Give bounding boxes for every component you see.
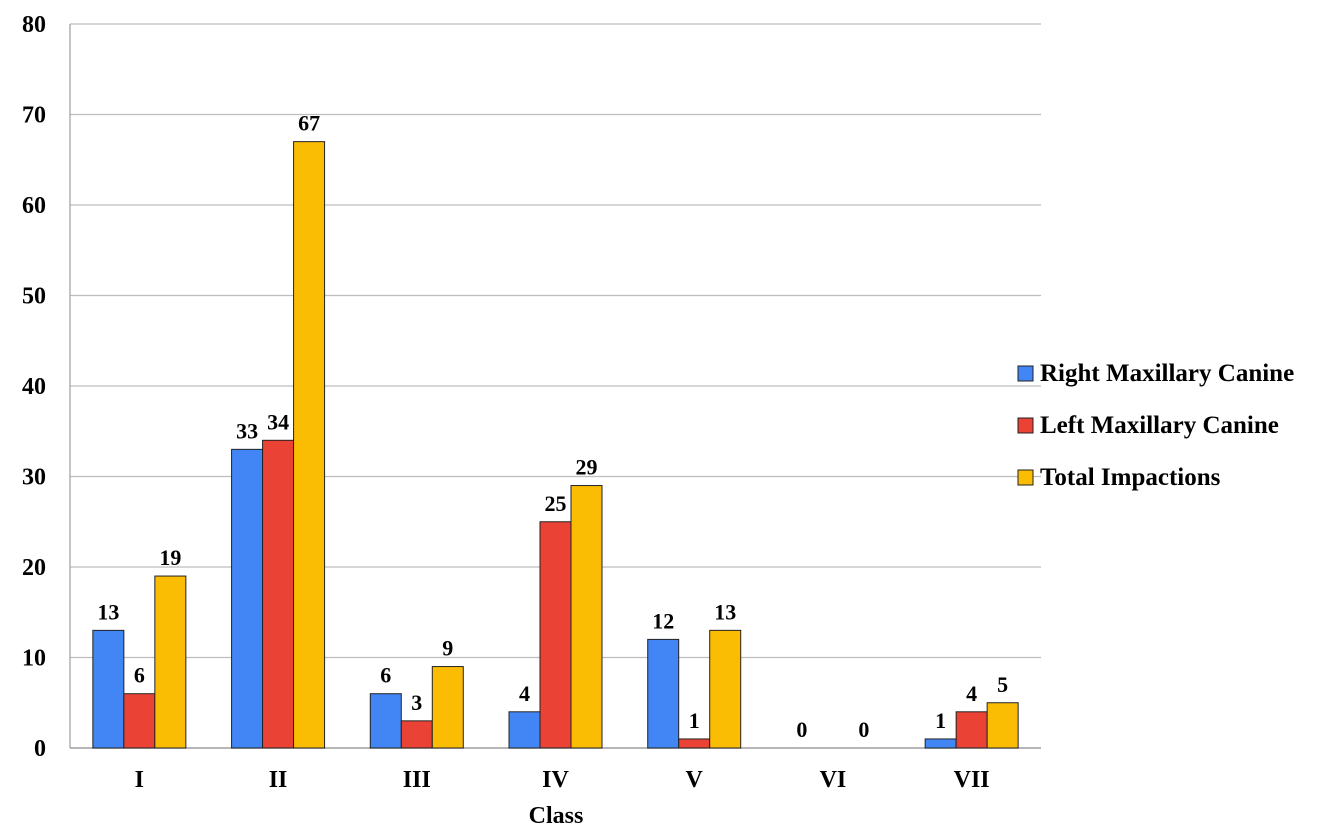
x-axis-ticks: I II III IV V VI VII	[135, 767, 990, 793]
data-label: 3	[411, 690, 422, 715]
data-label: 5	[997, 672, 1008, 697]
bar	[369, 693, 402, 749]
x-tick-label: IV	[542, 767, 569, 793]
data-label: 6	[380, 663, 391, 688]
y-tick-label: 0	[34, 736, 46, 762]
data-label: 9	[442, 636, 453, 661]
data-label: 34	[267, 409, 289, 434]
y-tick-label: 30	[22, 465, 46, 491]
bar	[955, 711, 988, 749]
bar	[924, 738, 957, 749]
x-tick-label: VI	[820, 767, 847, 793]
y-tick-label: 40	[22, 374, 46, 400]
bar	[154, 575, 187, 749]
y-tick-label: 10	[22, 646, 46, 672]
y-tick-label: 80	[22, 12, 46, 38]
bar	[400, 720, 433, 749]
data-label: 6	[134, 663, 145, 688]
data-label: 12	[652, 608, 674, 633]
y-tick-label: 70	[22, 103, 46, 129]
bar	[539, 521, 572, 749]
y-tick-label: 50	[22, 284, 46, 310]
bar	[262, 439, 295, 749]
x-tick-label: I	[135, 767, 144, 793]
bar	[123, 693, 156, 749]
data-label: 4	[966, 681, 977, 706]
legend-label: Left Maxillary Canine	[1040, 412, 1279, 439]
data-label: 4	[519, 681, 530, 706]
bar	[92, 629, 125, 749]
x-tick-label: II	[269, 767, 288, 793]
bar	[293, 141, 326, 749]
data-label: 29	[576, 455, 598, 480]
data-label: 25	[545, 491, 567, 516]
data-label: 13	[714, 599, 736, 624]
bar	[678, 738, 711, 749]
legend-swatch	[1017, 365, 1034, 382]
x-tick-label: VII	[954, 767, 990, 793]
data-label: 19	[159, 545, 181, 570]
data-label: 1	[689, 708, 700, 733]
data-label: 13	[97, 599, 119, 624]
legend: Right Maxillary Canine Left Maxillary Can…	[1017, 360, 1294, 491]
x-tick-label: III	[403, 767, 431, 793]
x-tick-label: V	[686, 767, 704, 793]
data-label: 1	[935, 708, 946, 733]
bar	[647, 638, 680, 749]
legend-label: Right Maxillary Canine	[1040, 360, 1294, 387]
y-tick-label: 60	[22, 193, 46, 219]
data-label: 0	[796, 717, 807, 742]
legend-swatch	[1017, 469, 1034, 486]
data-label: 33	[236, 418, 258, 443]
bar	[986, 702, 1019, 749]
legend-label: Total Impactions	[1040, 464, 1221, 491]
bar	[431, 666, 464, 749]
data-label: 67	[298, 111, 320, 136]
y-axis-ticks: 0 10 20 30 40 50 60 70 80	[22, 12, 46, 762]
data-label: 0	[858, 717, 869, 742]
legend-swatch	[1017, 417, 1034, 434]
bar	[231, 448, 264, 749]
bars	[92, 141, 1019, 749]
bar	[570, 485, 603, 749]
y-tick-label: 20	[22, 555, 46, 581]
x-axis-title: Class	[529, 803, 584, 829]
bar	[709, 629, 742, 749]
bar	[508, 711, 541, 749]
